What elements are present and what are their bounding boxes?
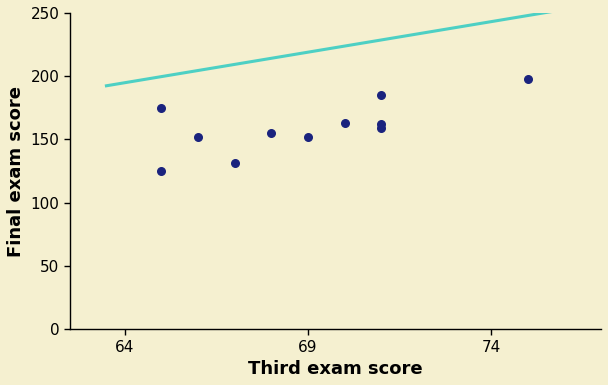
Point <box>303 134 313 140</box>
Point <box>523 75 533 82</box>
Point <box>230 160 240 166</box>
Point <box>193 134 203 140</box>
Point <box>376 121 386 127</box>
Point <box>266 130 276 136</box>
X-axis label: Third exam score: Third exam score <box>248 360 423 378</box>
Point <box>376 92 386 98</box>
Point <box>376 125 386 131</box>
Y-axis label: Final exam score: Final exam score <box>7 85 25 256</box>
Point <box>156 105 166 111</box>
Point <box>156 168 166 174</box>
Point <box>340 120 350 126</box>
